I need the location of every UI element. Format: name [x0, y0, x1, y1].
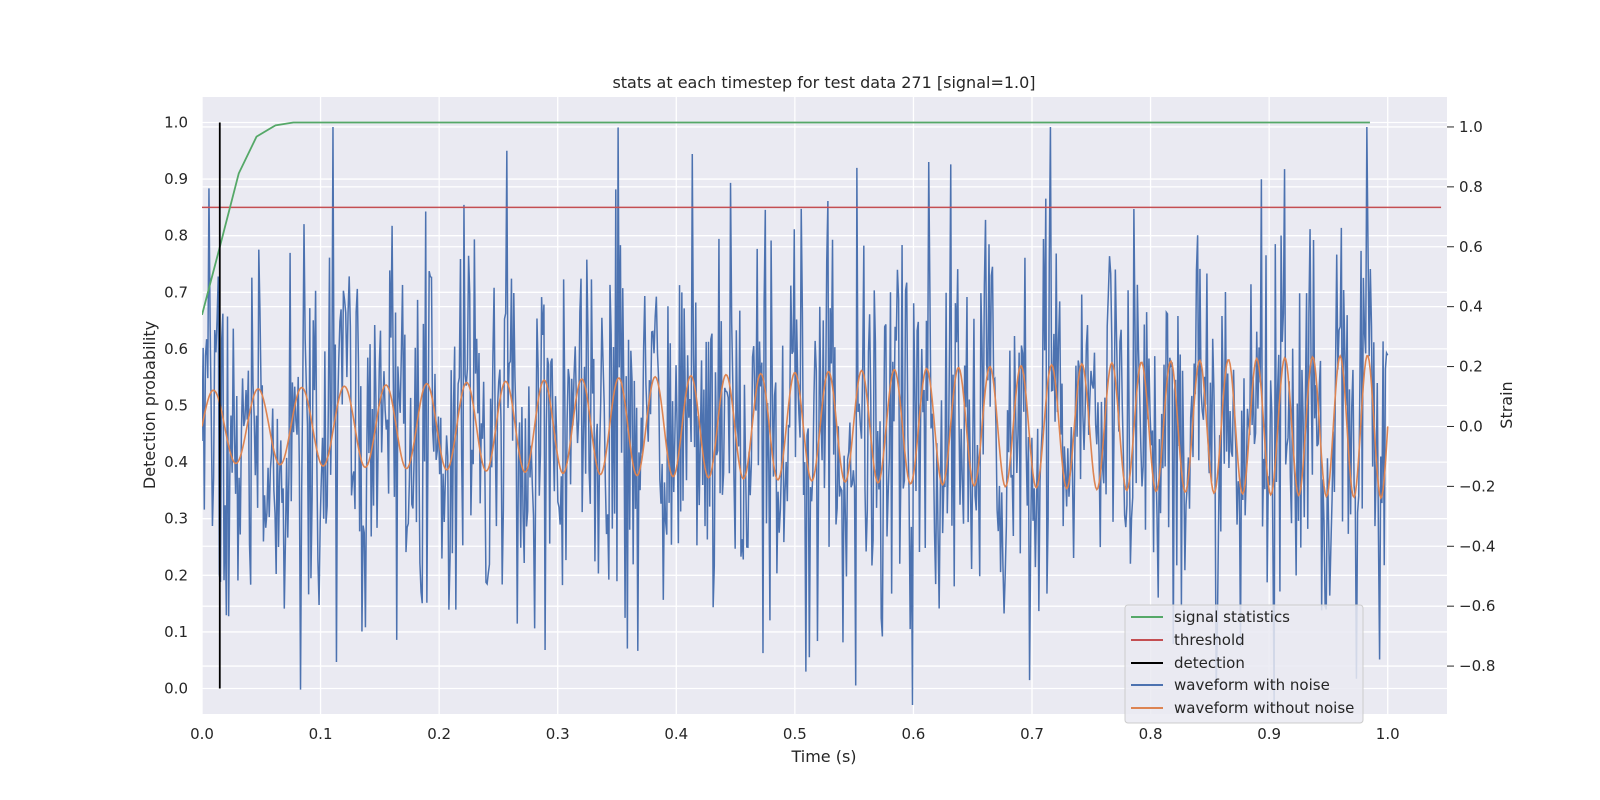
- y-right-tick-label: 1.0: [1459, 118, 1483, 136]
- x-tick-label: 0.1: [309, 725, 333, 743]
- x-tick-label: 0.9: [1257, 725, 1281, 743]
- y-axis-right-ticks: −0.8 −0.6 −0.4 −0.2 0.0 0.2 0.4 0.6 0.8 1.0: [1447, 118, 1495, 675]
- legend-label-signal-statistics: signal statistics: [1174, 608, 1290, 626]
- y-axis-left-ticks: 0.0 0.1 0.2 0.3 0.4 0.5 0.6 0.7 0.8 0.9 1.0: [164, 113, 188, 697]
- legend-label-detection: detection: [1174, 654, 1245, 672]
- legend-label-threshold: threshold: [1174, 631, 1245, 649]
- y-left-tick-label: 0.2: [164, 566, 188, 584]
- x-tick-label: 0.2: [427, 725, 451, 743]
- y-right-tick-label: −0.8: [1459, 657, 1495, 675]
- x-axis-ticks: 0.0 0.1 0.2 0.3 0.4 0.5 0.6 0.7 0.8 0.9 1.0: [190, 725, 1400, 743]
- y-left-tick-label: 1.0: [164, 113, 188, 131]
- x-axis-label: Time (s): [790, 747, 856, 766]
- legend-label-waveform-without-noise: waveform without noise: [1174, 699, 1354, 717]
- x-tick-label: 0.4: [664, 725, 688, 743]
- y-left-tick-label: 0.8: [164, 227, 188, 245]
- series-signal-statistics: [202, 121, 1370, 316]
- legend-label-waveform-with-noise: waveform with noise: [1174, 676, 1330, 694]
- y-right-tick-label: 0.4: [1459, 298, 1483, 316]
- legend-box: [1124, 604, 1364, 724]
- x-tick-label: 0.5: [783, 725, 807, 743]
- y-right-tick-label: 0.6: [1459, 238, 1483, 256]
- y-left-tick-label: 0.1: [164, 623, 188, 641]
- y-axis-right-label: Strain: [1497, 381, 1516, 428]
- y-left-tick-label: 0.6: [164, 340, 188, 358]
- x-tick-label: 0.7: [1020, 725, 1044, 743]
- y-left-tick-label: 0.4: [164, 453, 188, 471]
- y-left-tick-label: 0.0: [164, 680, 188, 698]
- y-axis-left-label: Detection probability: [140, 321, 159, 489]
- y-right-tick-label: −0.2: [1459, 477, 1495, 495]
- chart-title: stats at each timestep for test data 271…: [612, 73, 1035, 92]
- x-tick-label: 1.0: [1376, 725, 1400, 743]
- y-right-tick-label: −0.6: [1459, 597, 1495, 615]
- y-right-tick-label: −0.4: [1459, 537, 1495, 555]
- y-right-tick-label: 0.0: [1459, 417, 1483, 435]
- x-tick-label: 0.8: [1139, 725, 1163, 743]
- series-layer: [202, 121, 1442, 706]
- y-right-tick-label: 0.2: [1459, 358, 1483, 376]
- x-tick-label: 0.6: [901, 725, 925, 743]
- y-left-tick-label: 0.7: [164, 283, 188, 301]
- y-left-tick-label: 0.9: [164, 170, 188, 188]
- x-tick-label: 0.0: [190, 725, 214, 743]
- legend: signal statistics threshold detection wa…: [1124, 604, 1364, 724]
- series-waveform-without-noise: [202, 354, 1389, 500]
- x-tick-label: 0.3: [546, 725, 570, 743]
- y-left-tick-label: 0.3: [164, 510, 188, 528]
- y-left-tick-label: 0.5: [164, 397, 188, 415]
- y-right-tick-label: 0.8: [1459, 178, 1483, 196]
